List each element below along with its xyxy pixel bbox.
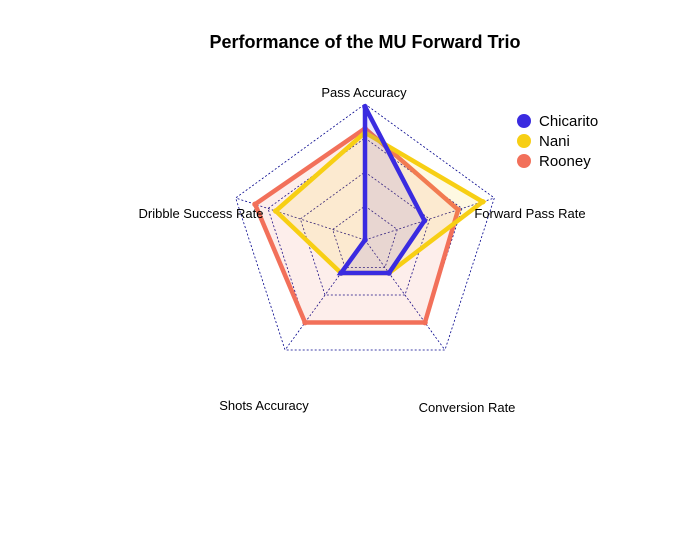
point-chicarito-4 <box>338 270 344 276</box>
grid-spoke-4 <box>284 239 366 351</box>
series-rooney <box>252 125 461 325</box>
legend-label-nani: Nani <box>539 133 570 150</box>
point-rooney-3 <box>422 319 428 326</box>
point-rooney-2 <box>455 206 461 213</box>
axis-label-1: Pass Accuracy <box>321 85 407 100</box>
point-chicarito-3 <box>386 270 392 276</box>
legend-swatch-nani <box>517 134 531 148</box>
legend-label-chicarito: Chicarito <box>539 113 598 130</box>
chart-title: Performance of the MU Forward Trio <box>209 32 520 52</box>
series-chicarito <box>336 105 428 276</box>
axis-label-3: Conversion Rate <box>419 400 516 415</box>
radar-series <box>252 103 487 326</box>
grid-ring-4 <box>235 103 495 351</box>
legend: Chicarito Nani Rooney <box>517 113 598 170</box>
axis-label-5: Dribble Success Rate <box>139 206 264 221</box>
axis-label-2: Forward Pass Rate <box>474 206 585 221</box>
axis-label-4: Shots Accuracy <box>219 398 309 413</box>
grid-ring-1 <box>332 205 398 268</box>
axis-labels: Pass Accuracy Forward Pass Rate Conversion… <box>139 85 586 415</box>
point-chicarito-5 <box>362 237 368 243</box>
point-chicarito-2 <box>421 217 428 224</box>
point-chicarito-1 <box>362 103 368 110</box>
point-nani-5 <box>272 208 279 214</box>
grid-ring-2 <box>299 171 431 296</box>
legend-label-rooney: Rooney <box>539 153 591 170</box>
point-rooney-4 <box>302 319 308 326</box>
grid-spoke-3 <box>364 239 446 351</box>
grid-spoke-2 <box>364 197 495 241</box>
legend-swatch-rooney <box>517 154 531 168</box>
point-nani-2 <box>479 198 486 205</box>
legend-swatch-chicarito <box>517 114 531 128</box>
point-rooney-5 <box>252 201 258 208</box>
